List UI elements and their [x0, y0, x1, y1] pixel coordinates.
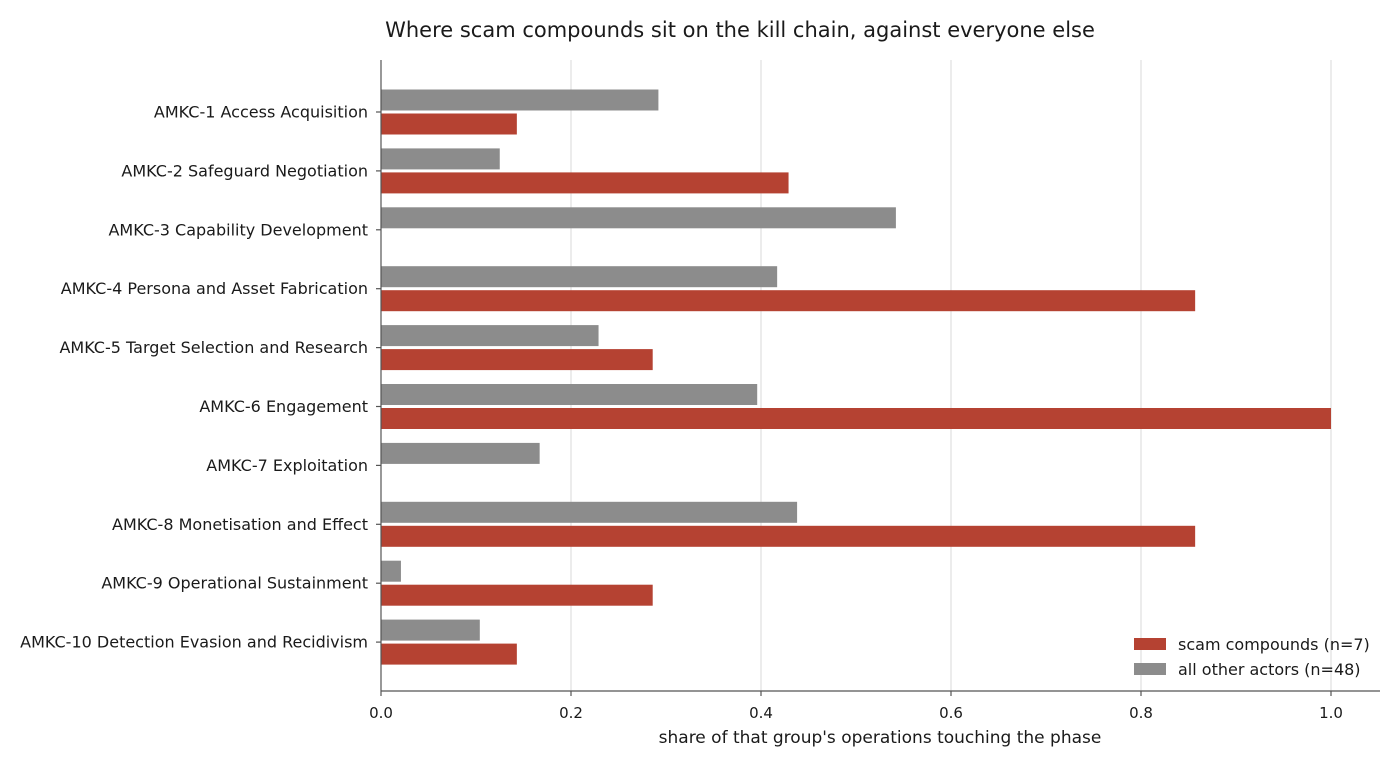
category-label: AMKC-4 Persona and Asset Fabrication [61, 279, 368, 298]
category-label: AMKC-5 Target Selection and Research [59, 338, 368, 357]
x-tick-label: 0.8 [1129, 704, 1153, 722]
category-labels: AMKC-1 Access Acquisition AMKC-2 Safeguar… [20, 103, 381, 652]
category-label: AMKC-9 Operational Sustainment [101, 574, 368, 593]
legend-label-other-actors: all other actors (n=48) [1178, 660, 1361, 679]
bar-other-actors [381, 501, 798, 523]
x-tick-label: 0.4 [749, 704, 773, 722]
bar-scam-compounds [381, 525, 1196, 547]
bar-scam-compounds [381, 408, 1331, 429]
x-axis-label: share of that group's operations touchin… [659, 728, 1102, 748]
x-tick-label: 0.2 [559, 704, 583, 722]
category-label: AMKC-3 Capability Development [108, 220, 368, 239]
bar-scam-compounds [381, 172, 789, 194]
legend-swatch-other-actors [1134, 663, 1166, 675]
bar-scam-compounds [381, 290, 1196, 312]
category-label: AMKC-8 Monetisation and Effect [112, 515, 368, 534]
bar-other-actors [381, 619, 480, 641]
bar-other-actors [381, 89, 659, 111]
category-label: AMKC-1 Access Acquisition [154, 103, 368, 122]
bar-scam-compounds [381, 643, 517, 665]
bar-scam-compounds [381, 584, 653, 606]
category-label: AMKC-6 Engagement [199, 397, 368, 416]
bar-other-actors [381, 148, 500, 170]
legend: scam compounds (n=7) all other actors (n… [1134, 635, 1370, 679]
legend-label-scam-compounds: scam compounds (n=7) [1178, 635, 1370, 654]
bar-other-actors [381, 560, 401, 582]
category-label: AMKC-10 Detection Evasion and Recidivism [20, 633, 368, 652]
bar-other-actors [381, 266, 778, 288]
legend-swatch-scam-compounds [1134, 638, 1166, 650]
x-tick-label: 0.0 [369, 704, 393, 722]
bar-scam-compounds [381, 349, 653, 371]
bar-other-actors [381, 442, 540, 464]
bar-scam-compounds [381, 113, 517, 135]
chart-title: Where scam compounds sit on the kill cha… [385, 18, 1095, 42]
bars-layer [381, 89, 1331, 665]
x-tick-label: 1.0 [1319, 704, 1343, 722]
x-tick-label: 0.6 [939, 704, 963, 722]
bar-other-actors [381, 325, 599, 347]
category-label: AMKC-7 Exploitation [206, 456, 368, 475]
category-label: AMKC-2 Safeguard Negotiation [121, 161, 368, 180]
grid-layer [570, 60, 1332, 691]
bar-other-actors [381, 384, 758, 405]
x-ticks: 0.0 0.2 0.4 0.6 0.8 1.0 [369, 691, 1343, 722]
bar-other-actors [381, 207, 896, 229]
